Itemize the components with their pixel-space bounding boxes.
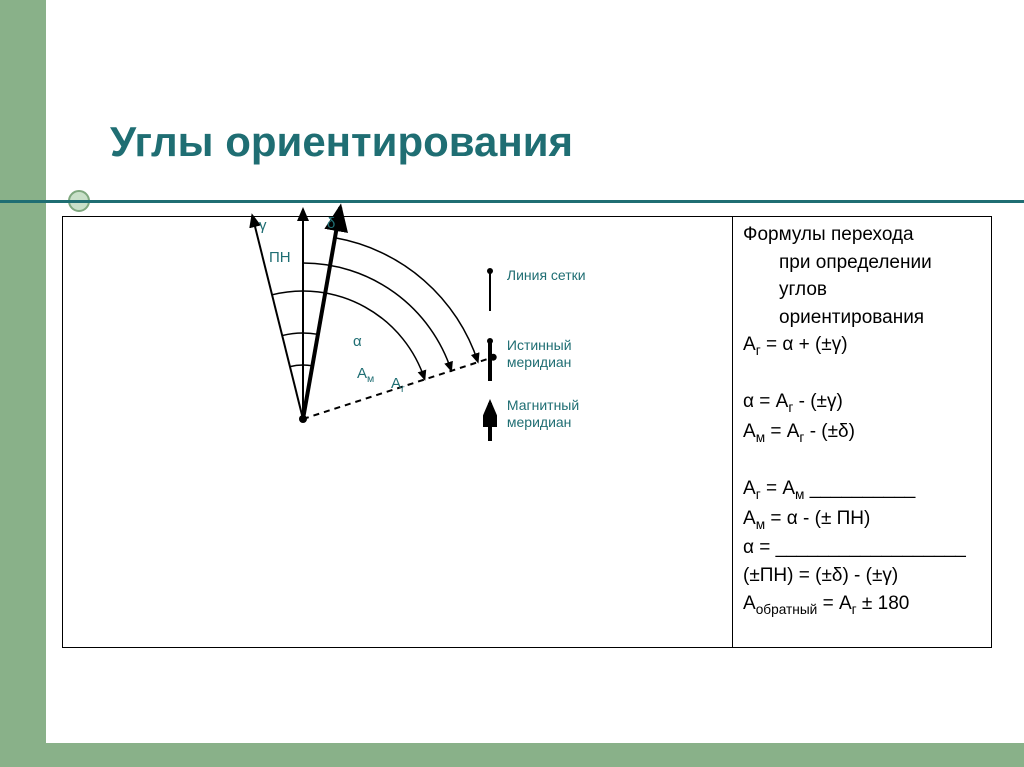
legend-true-meridian: Истинный меридиан <box>483 337 617 383</box>
formula-line: α = Aг - (±γ) <box>743 388 981 418</box>
formula-line: Aг = α + (±γ) <box>743 331 981 361</box>
label-delta: δ <box>327 215 335 232</box>
formula-list: Aг = α + (±γ) α = Aг - (±γ)Aм = Aг - (±δ… <box>743 331 981 619</box>
angle-diagram-svg <box>103 199 523 519</box>
formulas-heading-2: при определении <box>779 249 981 277</box>
page-title: Углы ориентирования <box>110 118 573 166</box>
formula-line: α = __________________ <box>743 534 981 562</box>
formulas-heading-1: Формулы перехода <box>743 221 981 249</box>
formula-line: Aм = Aг - (±δ) <box>743 418 981 448</box>
label-alpha: α <box>353 333 362 350</box>
formula-line <box>743 361 981 389</box>
formulas-heading-3: углов <box>779 276 981 304</box>
label-PN: ПН <box>269 249 291 266</box>
formulas-heading-4: ориентирования <box>779 304 981 332</box>
legend-magnetic-meridian: Магнитный меридиан <box>483 397 617 443</box>
frame-left <box>0 0 46 767</box>
formula-line: Aобратный = Aг ± 180 <box>743 590 981 620</box>
label-gamma: γ <box>259 217 267 234</box>
label-Am: Aм <box>357 365 374 385</box>
content-frame: γ δ ПН α Aм Aг Линия сетки Истинный мери… <box>62 216 992 648</box>
label-Ar: Aг <box>391 375 405 395</box>
diagram-column: γ δ ПН α Aм Aг Линия сетки Истинный мери… <box>63 217 733 647</box>
formulas-column: Формулы перехода при определении углов о… <box>733 217 991 647</box>
formula-line: (±ПН) = (±δ) - (±γ) <box>743 562 981 590</box>
formula-line <box>743 448 981 476</box>
formula-line: Aг = Aм __________ <box>743 475 981 505</box>
formula-line: Aм = α - (± ПН) <box>743 505 981 535</box>
legend-grid-line: Линия сетки <box>483 267 586 313</box>
frame-bottom <box>0 743 1024 767</box>
